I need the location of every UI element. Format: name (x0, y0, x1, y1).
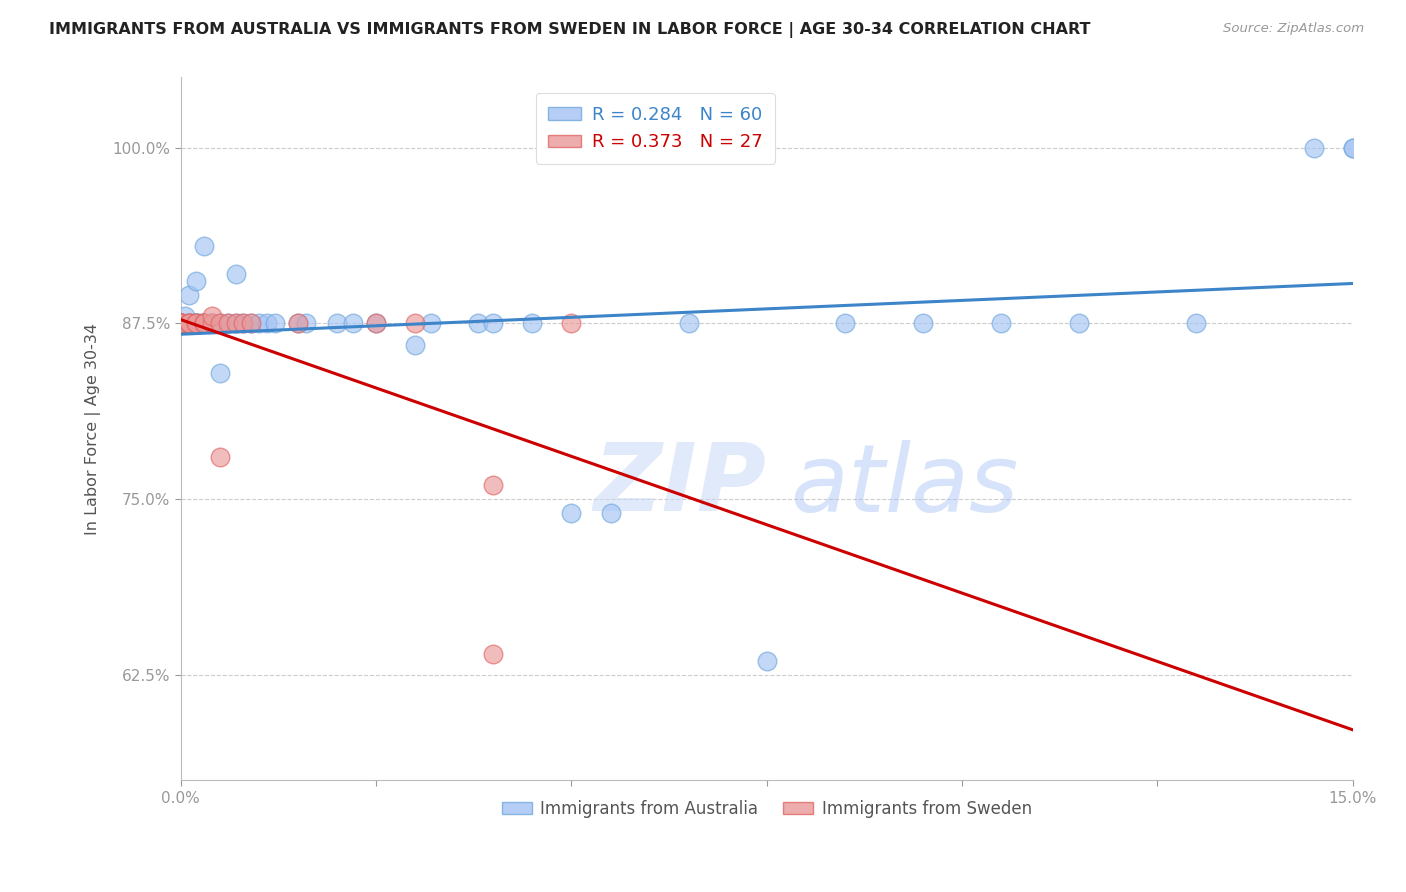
Point (225, 317, 247, 331)
Point (186, 317, 208, 331)
Point (170, 317, 193, 331)
Point (1069, 317, 1091, 331)
Point (678, 317, 700, 331)
Point (208, 450, 231, 464)
Point (193, 317, 215, 331)
Point (193, 317, 215, 331)
Point (232, 317, 254, 331)
Point (256, 317, 278, 331)
Text: ZIP: ZIP (593, 439, 766, 531)
Point (287, 317, 309, 331)
Point (170, 317, 193, 331)
Point (193, 317, 215, 331)
Point (193, 239, 215, 253)
Text: IMMIGRANTS FROM AUSTRALIA VS IMMIGRANTS FROM SWEDEN IN LABOR FORCE | AGE 30-34 C: IMMIGRANTS FROM AUSTRALIA VS IMMIGRANTS … (49, 22, 1091, 38)
Point (240, 317, 263, 331)
Point (208, 317, 231, 331)
Point (419, 317, 441, 331)
Point (247, 317, 270, 331)
Point (404, 337, 426, 351)
Point (522, 317, 544, 331)
Point (186, 317, 208, 331)
Point (186, 274, 208, 288)
Point (326, 317, 349, 331)
Point (201, 310, 224, 324)
Point (177, 317, 200, 331)
Point (186, 317, 208, 331)
Point (1341, 141, 1364, 155)
Point (482, 317, 505, 331)
Point (240, 317, 263, 331)
Point (208, 366, 231, 380)
Y-axis label: In Labor Force | Age 30-34: In Labor Force | Age 30-34 (86, 323, 101, 535)
Point (190, 317, 212, 331)
Point (177, 288, 200, 302)
Point (467, 317, 489, 331)
Point (342, 317, 364, 331)
Point (225, 267, 247, 281)
Point (177, 317, 200, 331)
Point (177, 317, 200, 331)
Point (287, 317, 309, 331)
Point (170, 317, 193, 331)
Point (170, 317, 193, 331)
Point (482, 478, 505, 492)
Point (173, 310, 195, 324)
Point (366, 317, 388, 331)
Point (990, 317, 1012, 331)
Point (170, 317, 193, 331)
Point (912, 317, 935, 331)
Point (1341, 141, 1364, 155)
Point (170, 317, 193, 331)
Point (170, 317, 193, 331)
Point (181, 317, 204, 331)
Point (170, 317, 193, 331)
Point (170, 317, 193, 331)
Point (186, 317, 208, 331)
Point (232, 317, 254, 331)
Point (186, 317, 208, 331)
Point (755, 654, 778, 668)
Point (201, 317, 224, 331)
Point (177, 317, 200, 331)
Point (170, 317, 193, 331)
Point (201, 317, 224, 331)
Legend: Immigrants from Australia, Immigrants from Sweden: Immigrants from Australia, Immigrants fr… (495, 793, 1039, 825)
Point (193, 317, 215, 331)
Point (560, 506, 582, 520)
Point (217, 317, 239, 331)
Text: atlas: atlas (790, 440, 1018, 531)
Point (201, 317, 224, 331)
Point (208, 317, 231, 331)
Point (599, 506, 621, 520)
Point (1302, 141, 1324, 155)
Point (834, 317, 856, 331)
Point (217, 317, 239, 331)
Point (177, 317, 200, 331)
Text: Source: ZipAtlas.com: Source: ZipAtlas.com (1223, 22, 1364, 36)
Point (177, 317, 200, 331)
Point (193, 317, 215, 331)
Point (404, 317, 426, 331)
Point (1185, 317, 1208, 331)
Point (263, 317, 285, 331)
Point (225, 317, 247, 331)
Point (482, 647, 505, 661)
Point (295, 317, 318, 331)
Point (170, 317, 193, 331)
Point (366, 317, 388, 331)
Point (177, 317, 200, 331)
Point (560, 317, 582, 331)
Point (193, 317, 215, 331)
